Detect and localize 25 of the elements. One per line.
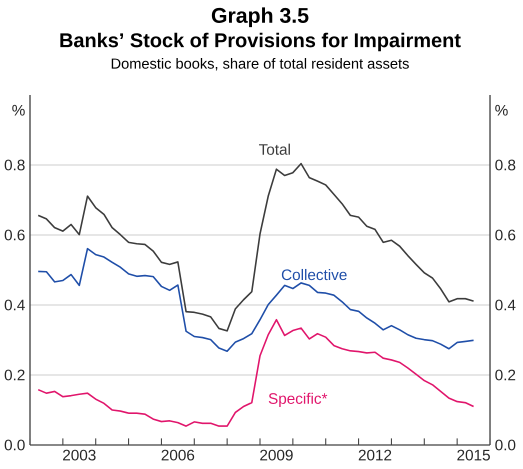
x-tick-label: 2009 bbox=[260, 450, 293, 461]
x-tick-label: 2015 bbox=[457, 450, 490, 461]
y-axis-title: % bbox=[12, 104, 25, 116]
series-label: Specific* bbox=[268, 392, 328, 407]
x-tick-label: 2003 bbox=[63, 450, 96, 461]
y2-tick-label: 0.4 bbox=[495, 300, 516, 310]
y2-tick-label: 0.2 bbox=[495, 370, 516, 380]
y-tick-label: 0.6 bbox=[4, 230, 25, 240]
x-tick-label: 2012 bbox=[358, 450, 392, 461]
y2-axis-title: % bbox=[495, 104, 508, 116]
line-series bbox=[37, 162, 474, 332]
chart-subtitle: Banks’ Stock of Provisions for Impairment bbox=[60, 32, 461, 52]
y-tick-label: 0.2 bbox=[4, 370, 25, 380]
y2-tick-label: 0.6 bbox=[495, 230, 516, 240]
chart-title: Graph 3.5 bbox=[212, 7, 308, 28]
series-label: Collective bbox=[282, 268, 347, 280]
y2-tick-label: 0.8 bbox=[495, 160, 516, 170]
y-tick-label: 0.0 bbox=[4, 440, 25, 450]
y-tick-label: 0.8 bbox=[4, 160, 25, 170]
y2-tick-label: 0.0 bbox=[495, 440, 516, 450]
text: Domestic books, share of total resident assets bbox=[112, 58, 409, 70]
x-tick-label: 2006 bbox=[162, 450, 194, 461]
line-series bbox=[37, 248, 474, 352]
y-tick-label: 0.4 bbox=[4, 300, 25, 310]
series-label: Total bbox=[258, 144, 290, 155]
